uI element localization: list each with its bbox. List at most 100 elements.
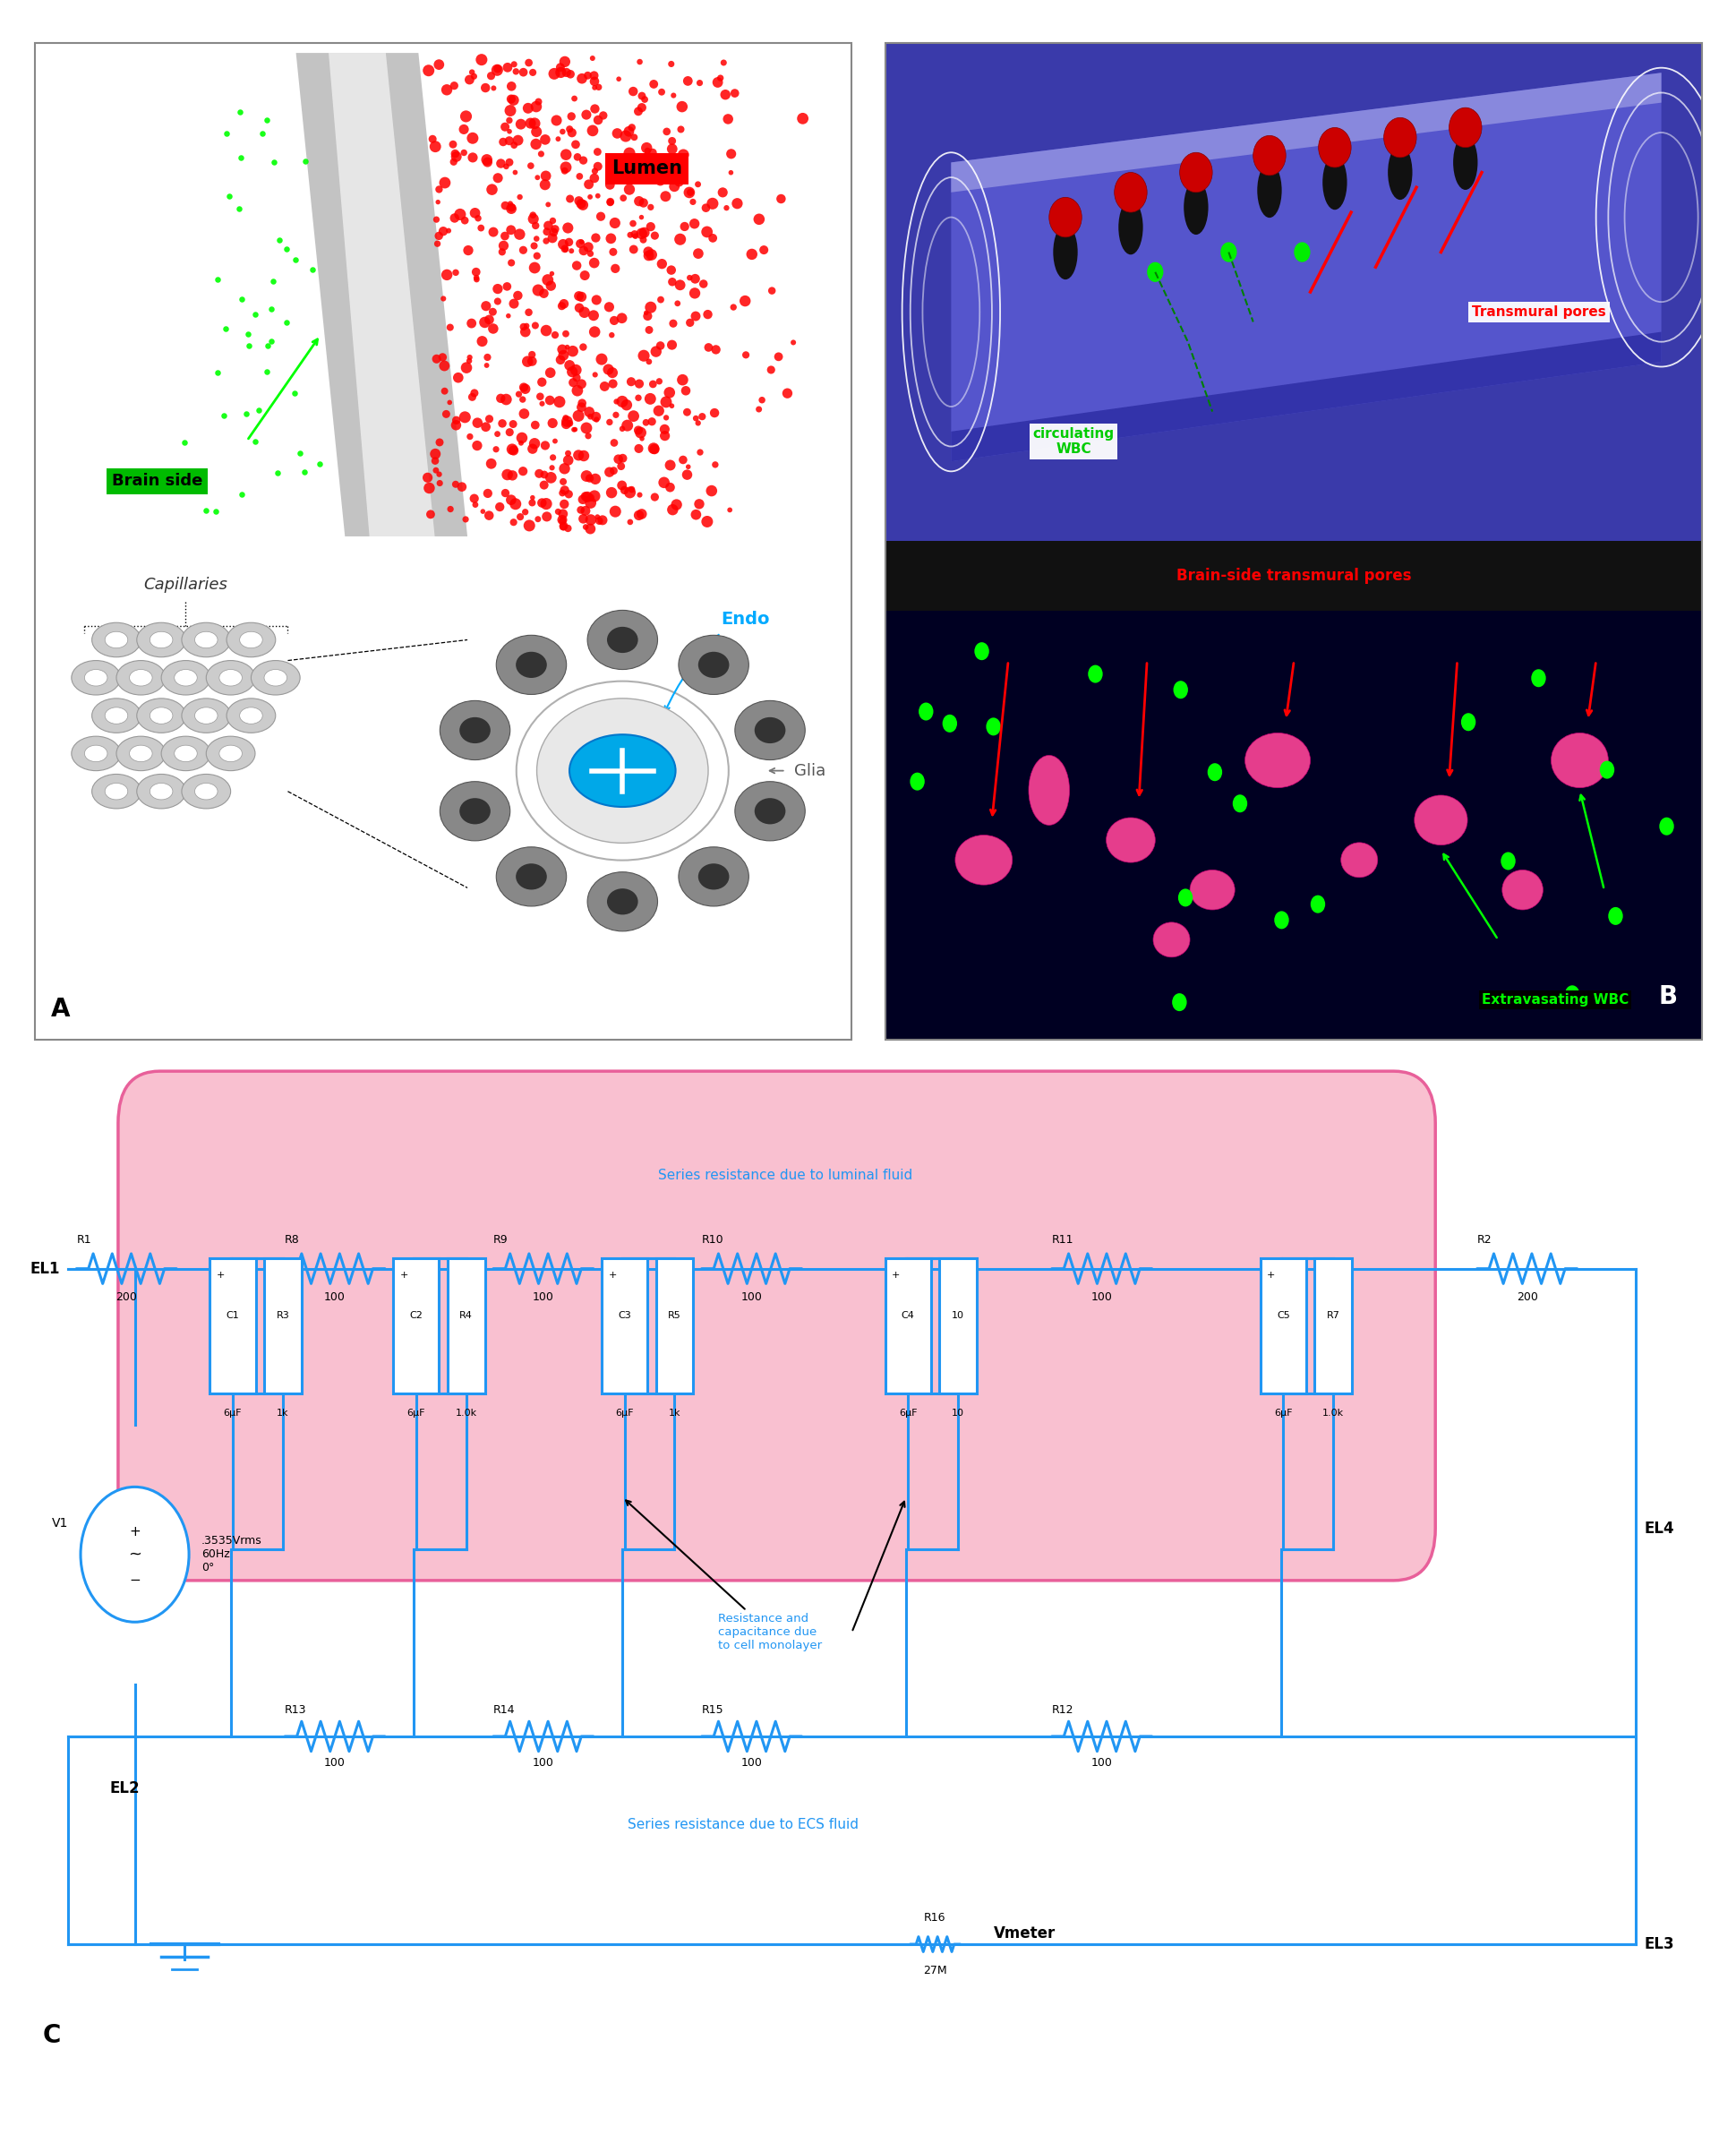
Point	[625, 381, 653, 416]
Point	[616, 219, 644, 253]
Ellipse shape	[1340, 842, 1377, 876]
Point	[670, 210, 698, 244]
Point	[582, 463, 609, 497]
Ellipse shape	[116, 660, 165, 694]
Point	[432, 257, 460, 291]
Point	[583, 135, 611, 169]
Circle shape	[1049, 197, 1082, 238]
Text: 200: 200	[1516, 1292, 1536, 1303]
Point	[248, 116, 276, 150]
Point	[654, 375, 682, 409]
Circle shape	[1179, 152, 1212, 193]
Point	[233, 396, 260, 431]
Point	[576, 504, 604, 538]
Point	[571, 480, 599, 514]
Bar	[656, 1258, 693, 1393]
Point	[700, 396, 727, 431]
Ellipse shape	[1321, 154, 1347, 210]
Point	[635, 313, 663, 347]
Text: C3: C3	[618, 1312, 630, 1320]
Point	[684, 236, 712, 270]
Point	[547, 56, 575, 90]
Point	[474, 341, 502, 375]
Point	[457, 420, 484, 454]
Point	[580, 154, 608, 189]
Point	[556, 347, 583, 381]
Point	[576, 236, 604, 270]
Point	[425, 47, 453, 81]
Point	[436, 386, 464, 420]
Point	[523, 161, 550, 195]
Text: C2: C2	[410, 1312, 422, 1320]
Point	[575, 229, 602, 264]
Point	[580, 478, 608, 512]
Point	[595, 184, 623, 219]
Circle shape	[1384, 118, 1417, 156]
Circle shape	[974, 643, 988, 660]
Point	[469, 324, 496, 358]
Point	[523, 126, 550, 161]
Point	[658, 493, 686, 527]
Point	[601, 426, 628, 461]
Bar	[885, 1258, 930, 1393]
Point	[556, 407, 583, 441]
Bar	[264, 1258, 302, 1393]
Point	[637, 405, 665, 439]
Point	[630, 339, 658, 373]
Point	[698, 474, 726, 508]
Text: R10: R10	[701, 1234, 724, 1245]
Point	[528, 386, 556, 420]
Point	[484, 51, 512, 86]
Point	[653, 114, 681, 148]
Point	[712, 191, 740, 225]
Point	[550, 474, 578, 508]
Point	[720, 75, 748, 109]
Point	[460, 195, 488, 229]
Point	[628, 422, 656, 456]
Point	[257, 291, 285, 326]
Point	[628, 90, 656, 124]
Point	[470, 304, 498, 339]
Point	[533, 499, 561, 534]
Point	[245, 392, 273, 426]
Point	[528, 364, 556, 399]
Text: R13: R13	[285, 1704, 307, 1717]
Text: +: +	[608, 1271, 616, 1279]
Text: A: A	[50, 996, 69, 1022]
Point	[674, 459, 701, 493]
Polygon shape	[328, 54, 434, 536]
Point	[550, 486, 578, 521]
Point	[575, 167, 602, 201]
Text: EL2: EL2	[109, 1781, 141, 1796]
Ellipse shape	[116, 737, 165, 771]
Point	[538, 439, 566, 474]
Point	[496, 191, 524, 225]
Point	[712, 77, 740, 111]
Point	[509, 56, 536, 90]
Circle shape	[439, 701, 510, 761]
Point	[496, 69, 524, 103]
Ellipse shape	[207, 737, 255, 771]
Point	[523, 238, 550, 272]
Point	[510, 371, 538, 405]
Point	[552, 231, 580, 266]
Point	[550, 231, 578, 266]
Point	[557, 116, 585, 150]
Text: 200: 200	[116, 1292, 137, 1303]
Point	[226, 94, 253, 129]
Text: −: −	[128, 1573, 141, 1588]
Circle shape	[1233, 795, 1246, 812]
Text: Capillaries: Capillaries	[144, 576, 227, 594]
Point	[498, 407, 526, 441]
Point	[429, 214, 457, 249]
Point	[521, 229, 549, 264]
Point	[547, 343, 575, 377]
Point	[656, 448, 684, 482]
Point	[628, 223, 656, 257]
Text: R11: R11	[1052, 1234, 1073, 1245]
Ellipse shape	[240, 707, 262, 724]
Point	[745, 201, 773, 236]
Point	[682, 401, 710, 435]
Point	[464, 429, 491, 463]
Point	[568, 225, 595, 259]
